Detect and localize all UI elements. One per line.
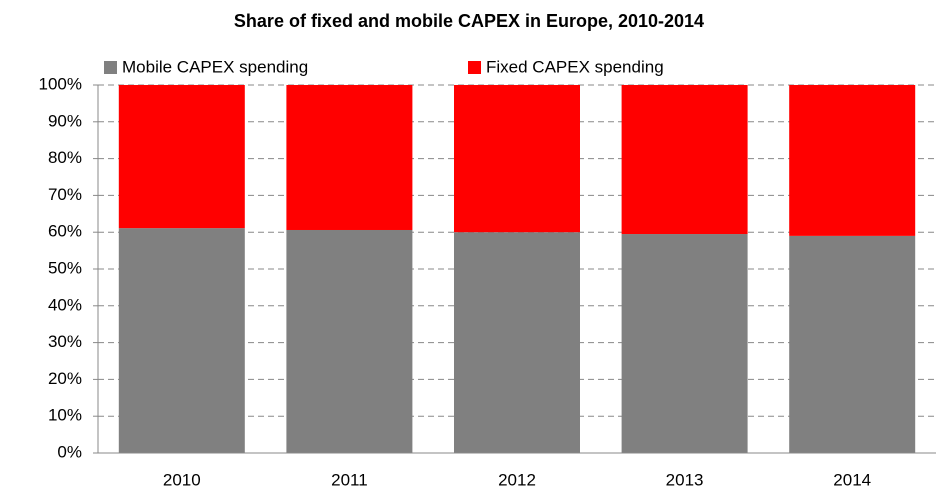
- chart-title: Share of fixed and mobile CAPEX in Europ…: [234, 11, 704, 31]
- y-tick-label: 20%: [48, 369, 82, 388]
- bar-segment: [118, 228, 245, 453]
- bar-segment: [286, 85, 413, 230]
- x-tick-label: 2012: [498, 470, 536, 489]
- bar-segment: [286, 229, 413, 453]
- y-tick-label: 10%: [48, 406, 82, 425]
- y-tick-label: 90%: [48, 111, 82, 130]
- x-tick-label: 2010: [163, 470, 201, 489]
- y-tick-label: 80%: [48, 148, 82, 167]
- y-tick-label: 50%: [48, 258, 82, 277]
- x-tick-label: 2011: [331, 470, 368, 489]
- bar-segment: [118, 85, 245, 229]
- bar-segment: [454, 232, 580, 453]
- y-tick-label: 30%: [48, 332, 82, 351]
- bar-segment: [789, 235, 916, 453]
- bar-segment: [789, 85, 916, 236]
- y-tick-label: 100%: [39, 74, 82, 93]
- y-tick-label: 70%: [48, 185, 82, 204]
- y-tick-label: 60%: [48, 222, 82, 241]
- x-tick-label: 2014: [833, 470, 871, 489]
- bar-segment: [454, 85, 580, 233]
- x-tick-label: 2013: [666, 470, 704, 489]
- bar-segment: [621, 234, 748, 453]
- y-tick-label: 40%: [48, 295, 82, 314]
- legend-label: Mobile CAPEX spending: [122, 57, 308, 76]
- bar-segment: [621, 85, 748, 235]
- y-tick-label: 0%: [57, 442, 82, 461]
- legend-label: Fixed CAPEX spending: [486, 57, 664, 76]
- legend-swatch: [104, 61, 117, 74]
- legend-swatch: [468, 61, 481, 74]
